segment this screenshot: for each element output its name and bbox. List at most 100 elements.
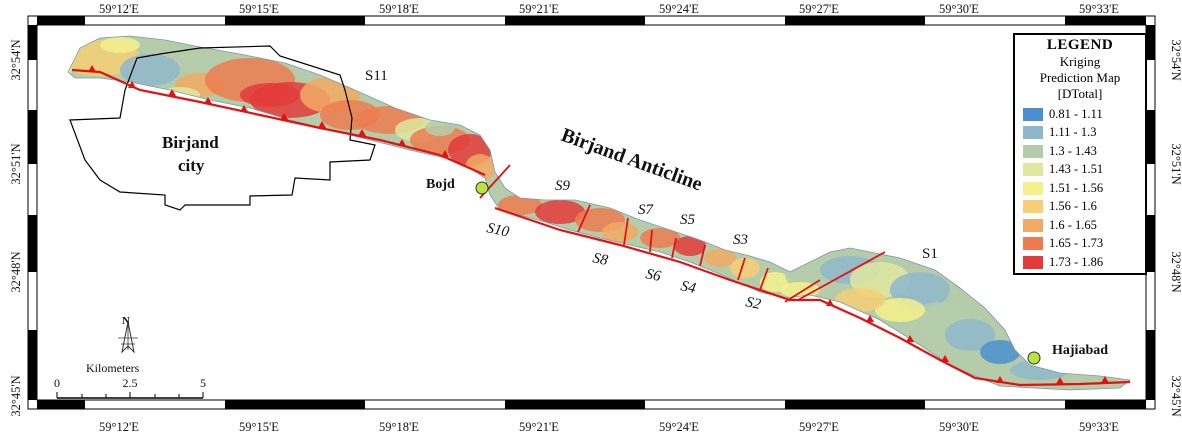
north-label: N — [122, 315, 130, 327]
segment-divider — [784, 279, 821, 303]
thrust-fault-south — [494, 206, 1131, 387]
scale-unit: Kilometers — [86, 361, 140, 375]
legend: LEGEND Kriging Prediction Map [DTotal] 0… — [1013, 33, 1147, 275]
fault-tooth — [280, 113, 288, 120]
lon-label-top: 59°33'E — [1079, 2, 1119, 16]
hajiabad-marker — [1027, 351, 1041, 365]
legend-class-7: 1.6 - 1.65 — [1023, 216, 1145, 235]
fault-tooth — [1101, 376, 1109, 383]
surface-patch — [674, 236, 706, 256]
fault-tooth — [866, 315, 874, 322]
frame-bar-top — [785, 16, 925, 25]
scale-tick-label: 5 — [200, 376, 206, 390]
north-arrow-icon — [118, 321, 138, 354]
frame-bar-right — [1146, 110, 1155, 164]
legend-class-label: 1.43 - 1.51 — [1049, 162, 1104, 177]
legend-swatch — [1023, 144, 1043, 158]
birjand-city-boundary — [69, 45, 376, 211]
frame-bar-top — [37, 16, 85, 25]
lon-label-bottom: 59°30'E — [939, 420, 979, 434]
legend-class-label: 1.65 - 1.73 — [1049, 236, 1104, 251]
lon-label-bottom: 59°18'E — [379, 420, 419, 434]
frame-bar-left — [28, 330, 37, 400]
legend-class-label: 1.6 - 1.65 — [1049, 217, 1097, 232]
frame-bar-bottom — [225, 400, 365, 409]
fault-tooth — [358, 129, 366, 136]
fault-tooth — [128, 81, 136, 88]
segment-label-s7: S7 — [638, 202, 655, 218]
legend-swatch — [1023, 237, 1043, 251]
legend-class-4: 1.43 - 1.51 — [1023, 161, 1145, 180]
scale-tick-label: 2.5 — [123, 376, 138, 390]
fault-tooth — [318, 121, 326, 128]
lon-label-top: 59°30'E — [939, 2, 979, 16]
surface-patch — [100, 37, 140, 53]
lat-label-left: 32°51'N — [9, 143, 23, 184]
north-arrow-ticks — [118, 337, 138, 345]
segment-divider — [699, 244, 706, 267]
prediction-surface-outline — [67, 35, 1131, 391]
segment-divider — [671, 237, 677, 259]
frame-bar-bottom — [37, 400, 85, 409]
segment-label-s10: S10 — [485, 220, 511, 240]
segment-label-s1: S1 — [922, 246, 938, 262]
segment-label-s4: S4 — [679, 278, 697, 297]
lon-label-bottom: 59°12'E — [99, 420, 139, 434]
fault-tooth — [168, 89, 176, 96]
lon-label-top: 59°12'E — [99, 2, 139, 16]
legend-subtitle-1: Kriging — [1059, 54, 1101, 69]
legend-class-1: 0.81 - 1.11 — [1023, 105, 1145, 124]
legend-class-9: 1.73 - 1.86 — [1023, 253, 1145, 272]
hajiabad-label: Hajiabad — [1052, 343, 1108, 358]
legend-class-6: 1.56 - 1.6 — [1023, 198, 1145, 217]
surface-patch — [120, 54, 180, 86]
surface-patch — [980, 340, 1020, 364]
legend-subtitle-3: [DTotal] — [1057, 86, 1103, 101]
surface-patch — [602, 222, 638, 242]
fault-tooth — [906, 335, 914, 342]
thrust-fault-north — [71, 68, 486, 177]
lon-label-top: 59°21'E — [519, 2, 559, 16]
lat-label-right: 32°51'N — [1169, 143, 1182, 184]
legend-class-5: 1.51 - 1.56 — [1023, 179, 1145, 198]
frame-bar-right — [1146, 215, 1155, 272]
legend-class-8: 1.65 - 1.73 — [1023, 235, 1145, 254]
lon-label-top: 59°27'E — [799, 2, 839, 16]
legend-class-3: 1.3 - 1.43 — [1023, 142, 1145, 161]
surface-patch — [425, 120, 455, 136]
fault-tooth — [441, 150, 449, 157]
legend-swatch — [1023, 255, 1043, 269]
frame-bar-bottom — [1065, 400, 1146, 409]
segment-label-s9: S9 — [555, 178, 571, 194]
lon-label-bottom: 59°15'E — [239, 420, 279, 434]
scale-tick-label: 0 — [54, 376, 60, 390]
segment-label-s11: S11 — [365, 68, 388, 84]
surface-patch — [875, 298, 925, 322]
legend-class-label: 1.73 - 1.86 — [1049, 254, 1104, 269]
frame-bar-right — [1146, 330, 1155, 400]
lon-label-bottom: 59°33'E — [1079, 420, 1119, 434]
lon-label-bottom: 59°21'E — [519, 420, 559, 434]
lat-label-right: 32°48'N — [1169, 251, 1182, 292]
bojd-label: Bojd — [426, 177, 455, 192]
frame-bar-left — [28, 110, 37, 164]
lon-label-top: 59°18'E — [379, 2, 419, 16]
legend-subtitle-2: Prediction Map — [1039, 70, 1121, 85]
surface-patch — [535, 200, 585, 224]
lon-label-bottom: 59°24'E — [659, 420, 699, 434]
frame-bar-top — [225, 16, 365, 25]
legend-swatch — [1023, 200, 1043, 214]
surface-patch — [730, 258, 760, 278]
city-label: Birjand — [162, 133, 219, 152]
legend-class-label: 1.11 - 1.3 — [1049, 125, 1097, 140]
surface-patch — [704, 249, 736, 267]
segment-divider — [577, 204, 591, 233]
frame-bar-left — [28, 25, 37, 60]
frame-bar-right — [1146, 25, 1155, 60]
surface-patch — [945, 319, 995, 351]
fault-tooth — [1056, 377, 1064, 384]
segment-label-s5: S5 — [680, 212, 696, 228]
segment-label-s3: S3 — [733, 232, 748, 248]
